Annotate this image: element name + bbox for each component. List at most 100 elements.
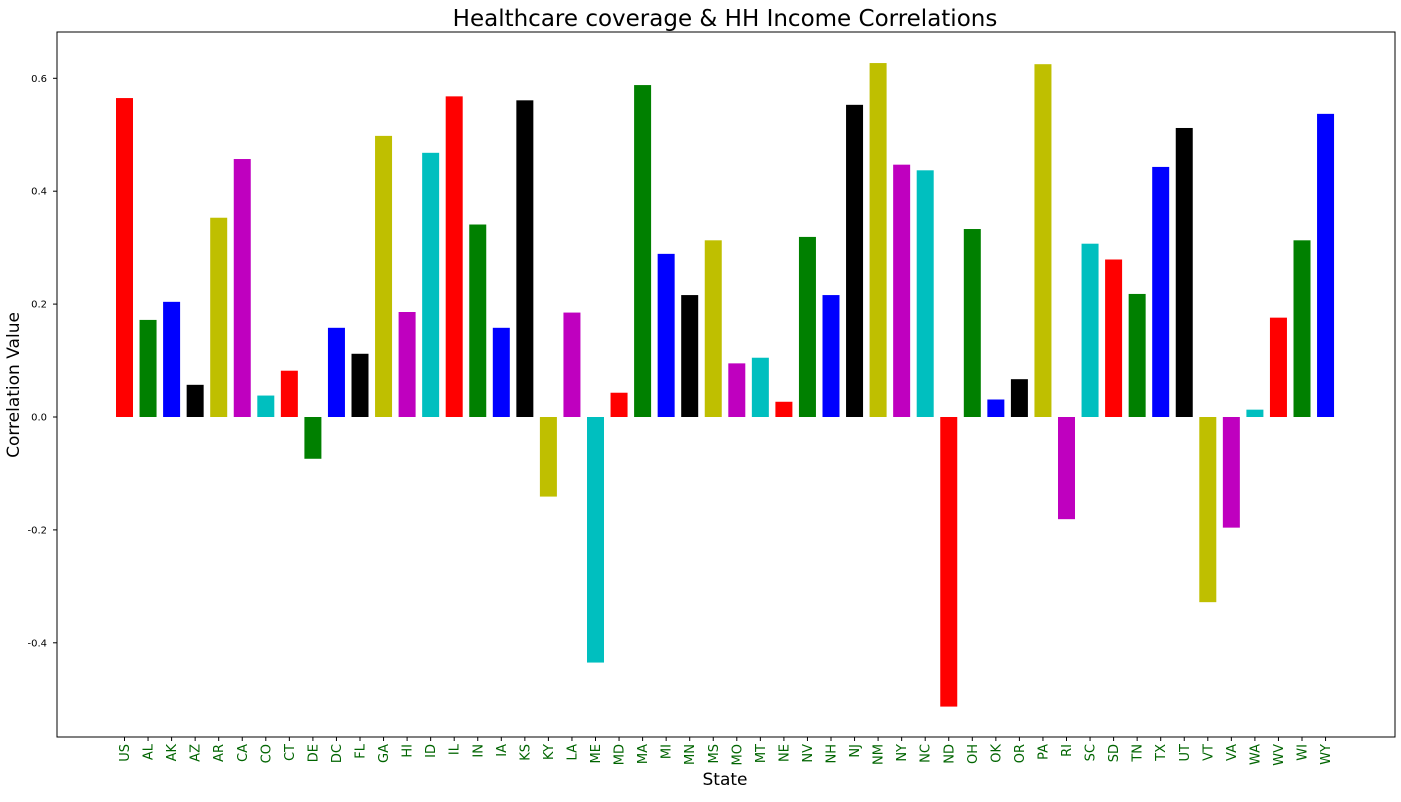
- bar-ne: [775, 401, 793, 417]
- bar-va: [1222, 417, 1240, 528]
- bar-sd: [1105, 259, 1123, 417]
- bar-de: [304, 417, 322, 459]
- x-tick-label: MS: [707, 744, 722, 763]
- x-axis-ticks: US AL AK AZ AR CA CO CT DE DC FL GA HI ID IL IN IA KS KY LA…: [118, 737, 1334, 766]
- bar-ms: [704, 240, 722, 417]
- bar-id: [422, 152, 440, 417]
- bar-hi: [398, 312, 416, 417]
- bar-ri: [1058, 417, 1075, 520]
- bar-ok: [987, 399, 1005, 417]
- x-tick-label: DE: [306, 744, 321, 762]
- x-tick-label: MN: [683, 744, 698, 765]
- x-tick-label: MD: [613, 744, 628, 765]
- x-tick-label: HI: [401, 744, 416, 758]
- y-tick-label: -0.2: [27, 525, 47, 536]
- bar-wa: [1246, 409, 1264, 417]
- x-tick-label: NY: [895, 744, 910, 762]
- bar-la: [563, 312, 581, 417]
- x-tick-label: OR: [1013, 744, 1028, 763]
- x-tick-label: GA: [377, 744, 392, 763]
- x-tick-label: AZ: [189, 744, 204, 762]
- x-tick-label: LA: [565, 744, 580, 761]
- x-tick-label: CA: [236, 744, 251, 762]
- x-tick-label: NJ: [848, 744, 863, 758]
- bar-sc: [1081, 243, 1099, 417]
- bar-nd: [940, 417, 958, 707]
- bar-nm: [869, 63, 887, 418]
- x-tick-label: KY: [542, 744, 557, 760]
- x-tick-label: TX: [1154, 744, 1169, 762]
- bar-ca: [233, 159, 251, 417]
- bar-ct: [280, 370, 298, 417]
- bar-al: [139, 319, 157, 417]
- y-tick-label: 0.2: [31, 300, 47, 311]
- chart-title: Healthcare coverage & HH Income Correlat…: [453, 6, 998, 32]
- x-tick-label: MI: [660, 744, 675, 759]
- bar-ga: [375, 135, 393, 417]
- x-tick-label: WV: [1272, 744, 1287, 766]
- x-tick-label: MA: [636, 744, 651, 764]
- y-axis-label: Correlation Value: [4, 312, 24, 458]
- bar-ar: [210, 217, 228, 417]
- x-tick-label: RI: [1060, 744, 1075, 757]
- bar-ks: [516, 100, 534, 417]
- bar-co: [257, 395, 275, 417]
- bar-ny: [893, 164, 911, 417]
- x-tick-label: ID: [424, 744, 439, 758]
- x-tick-label: KS: [518, 744, 533, 761]
- y-tick-label: 0.6: [31, 74, 47, 85]
- x-axis-label: State: [703, 770, 748, 790]
- bar-nv: [798, 236, 816, 417]
- x-tick-label: AK: [165, 744, 180, 762]
- bar-wv: [1269, 317, 1287, 417]
- x-tick-label: VA: [1225, 744, 1240, 761]
- bar-or: [1010, 379, 1028, 417]
- bar-in: [469, 224, 487, 417]
- y-tick-label: -0.4: [27, 638, 47, 649]
- bar-mt: [751, 357, 769, 417]
- bar-az: [186, 384, 204, 417]
- x-tick-label: TN: [1131, 744, 1146, 763]
- x-tick-label: NE: [777, 744, 792, 762]
- bar-mo: [728, 363, 746, 417]
- x-tick-label: NC: [919, 744, 934, 763]
- bar-oh: [963, 229, 981, 417]
- bar-nc: [916, 170, 934, 417]
- x-tick-label: AR: [212, 744, 227, 762]
- x-tick-label: UT: [1178, 744, 1193, 762]
- bar-tx: [1152, 166, 1170, 417]
- x-tick-label: SD: [1107, 744, 1122, 762]
- bar-vt: [1199, 417, 1217, 603]
- bar-ia: [492, 327, 510, 417]
- x-tick-label: SC: [1084, 744, 1099, 761]
- bar-ut: [1175, 127, 1193, 417]
- x-tick-label: DC: [330, 744, 345, 763]
- x-tick-label: ND: [942, 744, 957, 764]
- x-tick-label: VT: [1201, 744, 1216, 761]
- x-tick-label: NM: [872, 744, 887, 765]
- x-tick-label: IA: [495, 744, 510, 757]
- bar-nh: [822, 295, 840, 417]
- bars-group: [116, 63, 1335, 707]
- x-tick-label: MO: [730, 744, 745, 765]
- x-tick-label: WI: [1296, 744, 1311, 761]
- bar-wy: [1317, 113, 1335, 418]
- x-tick-label: IL: [448, 743, 463, 755]
- x-tick-label: OH: [966, 744, 981, 764]
- bar-ky: [539, 417, 557, 497]
- bar-fl: [351, 353, 369, 417]
- bar-nj: [846, 104, 864, 417]
- bar-md: [610, 392, 628, 417]
- x-tick-label: CT: [283, 744, 298, 761]
- x-tick-label: US: [118, 744, 133, 762]
- x-tick-label: OK: [989, 744, 1004, 763]
- bar-pa: [1034, 64, 1052, 417]
- x-tick-label: PA: [1036, 744, 1051, 760]
- bar-il: [445, 96, 463, 418]
- bar-mn: [681, 295, 699, 417]
- y-axis-ticks: -0.4 -0.2 0.0 0.2 0.4 0.6: [27, 74, 57, 649]
- bar-mi: [657, 253, 675, 417]
- bar-tn: [1128, 293, 1146, 417]
